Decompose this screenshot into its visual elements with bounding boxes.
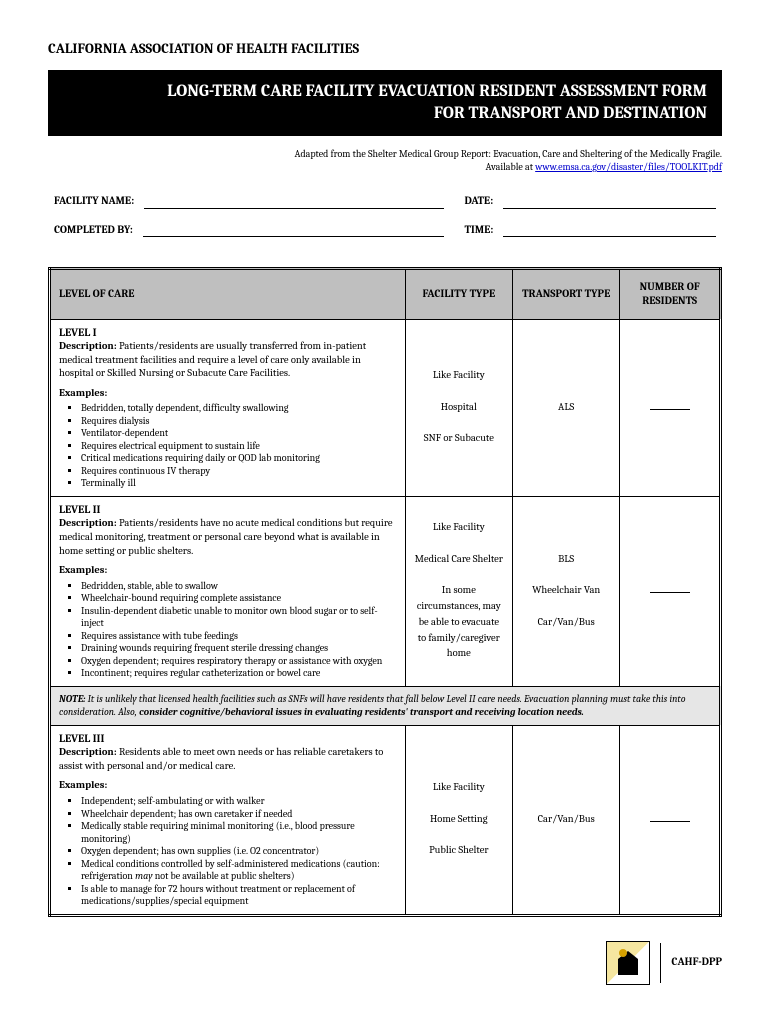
- note-label: NOTE:: [59, 693, 85, 705]
- level-3-examples-label: Examples:: [59, 779, 397, 793]
- header-fields: FACILITY NAME: DATE: COMPLETED BY: TIME:: [48, 194, 722, 251]
- level-2-description-cell: LEVEL II Description: Patients/residents…: [50, 496, 406, 686]
- completed-by-label: COMPLETED BY:: [54, 223, 143, 237]
- list-item: Bedridden, stable, able to swallow: [81, 580, 397, 593]
- document-title: LONG-TERM CARE FACILITY EVACUATION RESID…: [48, 70, 722, 136]
- date-field: DATE:: [464, 194, 716, 208]
- footer-code: CAHF-DPP: [671, 955, 722, 969]
- level-3-row: LEVEL III Description: Residents able to…: [50, 725, 721, 915]
- list-item: Medical conditions controlled by self-ad…: [81, 858, 397, 883]
- list-item: Is able to manage for 72 hours without t…: [81, 883, 397, 908]
- level-3-examples-list: Independent; self-ambulating or with wal…: [59, 795, 397, 908]
- level-2-transport-type: BLSWheelchair VanCar/Van/Bus: [512, 496, 619, 686]
- completed-by-field: COMPLETED BY:: [54, 223, 464, 237]
- col-facility-type: FACILITY TYPE: [405, 268, 512, 319]
- level-3-residents-input[interactable]: [620, 725, 721, 915]
- level-1-description-cell: LEVEL I Description: Patients/residents …: [50, 319, 406, 496]
- list-item: Oxygen dependent; has own supplies (i.e.…: [81, 845, 397, 858]
- level-1-examples-label: Examples:: [59, 387, 397, 401]
- list-item: Requires dialysis: [81, 415, 397, 428]
- note-cell: NOTE: It is unlikely that licensed healt…: [50, 686, 721, 725]
- title-line-2: FOR TRANSPORT AND DESTINATION: [434, 104, 707, 123]
- col-number-residents: NUMBER OF RESIDENTS: [620, 268, 721, 319]
- note-text-bold: consider cognitive/behavioral issues in …: [139, 706, 584, 718]
- level-2-examples-list: Bedridden, stable, able to swallow Wheel…: [59, 580, 397, 680]
- available-prefix: Available at: [486, 161, 536, 173]
- list-item: Incontinent; requires regular catheteriz…: [81, 667, 397, 680]
- list-item: Ventilator-dependent: [81, 427, 397, 440]
- list-item: Insulin-dependent diabetic unable to mon…: [81, 605, 397, 630]
- cahf-logo-icon: [606, 941, 650, 985]
- level-1-description: Description: Patients/residents are usua…: [59, 340, 397, 381]
- list-item: Requires electrical equipment to sustain…: [81, 440, 397, 453]
- list-item: Requires assistance with tube feedings: [81, 630, 397, 643]
- list-item: Independent; self-ambulating or with wal…: [81, 795, 397, 808]
- level-3-transport-type: Car/Van/Bus: [512, 725, 619, 915]
- assessment-table: LEVEL OF CARE FACILITY TYPE TRANSPORT TY…: [48, 267, 722, 917]
- time-field: TIME:: [464, 223, 716, 237]
- list-item: Wheelchair-bound requiring complete assi…: [81, 592, 397, 605]
- list-item: Draining wounds requiring frequent steri…: [81, 642, 397, 655]
- level-1-row: LEVEL I Description: Patients/residents …: [50, 319, 721, 496]
- facility-name-label: FACILITY NAME:: [54, 194, 144, 208]
- page-footer: CAHF-DPP: [48, 941, 722, 985]
- header-row: LEVEL OF CARE FACILITY TYPE TRANSPORT TY…: [50, 268, 721, 319]
- list-item: Medically stable requiring minimal monit…: [81, 820, 397, 845]
- completed-by-input[interactable]: [143, 223, 445, 237]
- time-label: TIME:: [464, 223, 503, 237]
- facility-name-input[interactable]: [144, 195, 444, 209]
- level-3-description-cell: LEVEL III Description: Residents able to…: [50, 725, 406, 915]
- level-2-title: LEVEL II: [59, 503, 397, 517]
- level-1-facility-type: Like FacilityHospitalSNF or Subacute: [405, 319, 512, 496]
- facility-name-field: FACILITY NAME:: [54, 194, 464, 208]
- toolkit-link[interactable]: www.emsa.ca.gov/disaster/files/TOOLKIT.p…: [535, 161, 722, 173]
- level-2-residents-input[interactable]: [620, 496, 721, 686]
- level-1-title: LEVEL I: [59, 326, 397, 340]
- list-item: Bedridden, totally dependent, difficulty…: [81, 402, 397, 415]
- col-level-of-care: LEVEL OF CARE: [50, 268, 406, 319]
- adapted-note: Adapted from the Shelter Medical Group R…: [48, 148, 722, 174]
- level-3-title: LEVEL III: [59, 732, 397, 746]
- note-row: NOTE: It is unlikely that licensed healt…: [50, 686, 721, 725]
- list-item: Critical medications requiring daily or …: [81, 452, 397, 465]
- date-input[interactable]: [503, 195, 716, 209]
- list-item: Requires continuous IV therapy: [81, 465, 397, 478]
- col-transport-type: TRANSPORT TYPE: [512, 268, 619, 319]
- adapted-text: Adapted from the Shelter Medical Group R…: [295, 148, 722, 160]
- level-2-examples-label: Examples:: [59, 564, 397, 578]
- list-item: Wheelchair dependent; has own caretaker …: [81, 808, 397, 821]
- list-item: Terminally ill: [81, 477, 397, 490]
- level-3-description: Description: Residents able to meet own …: [59, 746, 397, 773]
- level-1-residents-input[interactable]: [620, 319, 721, 496]
- level-1-examples-list: Bedridden, totally dependent, difficulty…: [59, 402, 397, 490]
- organization-name: CALIFORNIA ASSOCIATION OF HEALTH FACILIT…: [48, 40, 722, 58]
- title-line-1: LONG-TERM CARE FACILITY EVACUATION RESID…: [167, 82, 707, 101]
- level-2-description: Description: Patients/residents have no …: [59, 517, 397, 558]
- footer-separator: [660, 943, 661, 983]
- level-3-facility-type: Like FacilityHome SettingPublic Shelter: [405, 725, 512, 915]
- level-2-facility-type: Like FacilityMedical Care ShelterIn some…: [405, 496, 512, 686]
- level-1-transport-type: ALS: [512, 319, 619, 496]
- time-input[interactable]: [503, 223, 716, 237]
- date-label: DATE:: [464, 194, 503, 208]
- list-item: Oxygen dependent; requires respiratory t…: [81, 655, 397, 668]
- level-2-row: LEVEL II Description: Patients/residents…: [50, 496, 721, 686]
